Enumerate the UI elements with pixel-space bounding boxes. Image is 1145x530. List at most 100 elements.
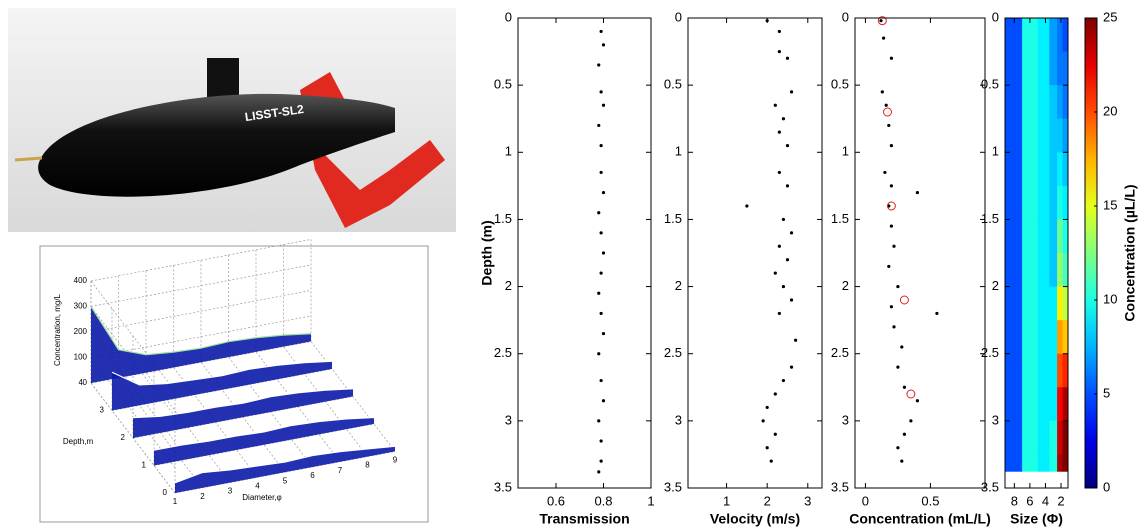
point xyxy=(769,459,773,463)
heat-cell xyxy=(1062,118,1069,153)
y-tick-label: 3.5 xyxy=(494,479,512,494)
plot-frame xyxy=(517,17,652,489)
heat-cell xyxy=(1022,286,1039,321)
surface-line xyxy=(174,445,396,484)
x-tick-label: 7 xyxy=(338,466,343,475)
grid-line xyxy=(145,372,231,483)
y-tick-label: 2 xyxy=(675,278,682,293)
y-tick-label: 2 xyxy=(842,278,849,293)
z-axis-label: Concentration, mg/L xyxy=(53,293,62,366)
heat-cell xyxy=(1037,420,1050,455)
heat-cell xyxy=(1057,387,1064,422)
x-tick-label: 0.5 xyxy=(921,493,939,508)
heat-cell xyxy=(1005,420,1023,455)
point xyxy=(781,378,786,383)
plot-frame xyxy=(687,17,823,489)
y-tick-label: 3.5 xyxy=(981,479,999,494)
y-tick-label: 3.5 xyxy=(664,479,682,494)
grid-line xyxy=(90,290,312,333)
point xyxy=(906,389,916,399)
x-tick-label: 0.6 xyxy=(547,493,565,508)
x-tick-label: 3 xyxy=(804,493,811,508)
heat-cell xyxy=(1062,353,1069,388)
point xyxy=(597,211,601,215)
point xyxy=(896,446,900,450)
surface-line xyxy=(132,388,354,419)
heat-cell xyxy=(1037,454,1050,472)
point xyxy=(765,405,769,410)
heat-cell xyxy=(1062,320,1069,355)
point xyxy=(599,378,603,383)
point xyxy=(882,36,886,40)
point xyxy=(884,103,888,107)
x-tick-label: 6 xyxy=(310,471,315,480)
point xyxy=(789,365,794,369)
surface-fill xyxy=(133,388,353,438)
x-axis-label: Transmission xyxy=(539,511,629,527)
heat-cell xyxy=(1022,454,1039,472)
point xyxy=(777,311,781,316)
y-tick-label: 2.5 xyxy=(981,345,999,360)
heat-cell xyxy=(1037,353,1050,388)
y-tick-label: 2 xyxy=(992,278,999,293)
heat-cell xyxy=(1049,320,1058,355)
heat-cell xyxy=(1022,118,1039,153)
x-tick-label: 1 xyxy=(723,493,730,508)
surface-fill xyxy=(112,361,332,411)
x-tick-label: 9 xyxy=(393,456,398,465)
y-tick-label: 3 xyxy=(505,412,512,427)
point xyxy=(599,439,603,443)
heat-cell xyxy=(1057,219,1064,254)
z-tick-label: 0 xyxy=(83,378,88,387)
point xyxy=(886,201,896,211)
x-tick-label: 5 xyxy=(283,476,288,485)
point xyxy=(745,204,749,208)
surface-line xyxy=(111,360,333,386)
point xyxy=(781,217,786,222)
point xyxy=(773,392,777,396)
point xyxy=(789,298,794,302)
y-axis-label: Depth (m) xyxy=(479,220,495,285)
point xyxy=(777,170,781,175)
point xyxy=(887,123,891,128)
z-tick-label: 200 xyxy=(74,327,88,336)
point xyxy=(601,190,606,195)
x-tick-label: 0 xyxy=(862,493,869,508)
point xyxy=(597,291,601,295)
probe xyxy=(14,156,43,162)
plot-frame xyxy=(854,17,986,489)
y-tick-label: 2 xyxy=(505,278,512,293)
heat-cell xyxy=(1057,118,1064,153)
heat-cell xyxy=(1005,320,1023,355)
heat-cell xyxy=(1062,18,1069,53)
heat-cell xyxy=(1022,353,1039,388)
heat-cell xyxy=(1062,286,1069,321)
point xyxy=(889,224,894,228)
heat-cell xyxy=(1057,320,1064,355)
heat-cell xyxy=(1037,51,1050,86)
y-tick-label: 3 xyxy=(842,412,849,427)
heat-cell xyxy=(1005,286,1023,321)
point xyxy=(887,204,891,208)
point xyxy=(892,325,896,329)
heat-cell xyxy=(1062,185,1069,220)
grid-line xyxy=(90,357,176,468)
grid-line xyxy=(228,356,313,468)
point xyxy=(601,103,606,107)
heat-cell xyxy=(1037,185,1050,220)
point xyxy=(777,29,781,34)
heat-cell xyxy=(1062,420,1069,455)
point xyxy=(935,311,939,316)
grid-line xyxy=(90,264,312,307)
y-tick-label: 4 xyxy=(79,378,84,387)
x-tick-label: 2 xyxy=(1057,493,1064,508)
x-axis-label: Diameter,φ xyxy=(242,493,281,502)
y-tick-label: 2.5 xyxy=(664,345,682,360)
surface-fill xyxy=(91,306,311,383)
grid-line xyxy=(90,239,312,282)
heat-cell xyxy=(1022,152,1039,187)
x-tick-label: 3 xyxy=(228,487,233,496)
heat-cell xyxy=(1037,118,1050,153)
point xyxy=(597,419,601,423)
heat-cell xyxy=(1037,253,1050,288)
